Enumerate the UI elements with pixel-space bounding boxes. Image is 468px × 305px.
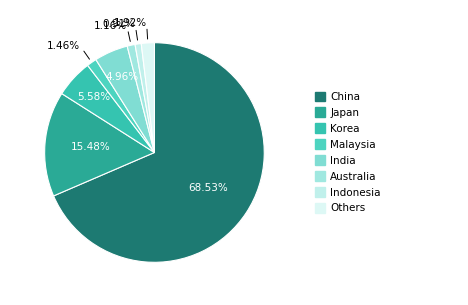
Text: 5.58%: 5.58%	[77, 92, 110, 102]
Text: 1.92%: 1.92%	[114, 18, 146, 28]
Wedge shape	[54, 43, 264, 262]
Wedge shape	[96, 46, 154, 152]
Text: 68.53%: 68.53%	[188, 182, 227, 192]
Legend: China, Japan, Korea, Malaysia, India, Australia, Indonesia, Others: China, Japan, Korea, Malaysia, India, Au…	[311, 87, 385, 218]
Text: 1.16%: 1.16%	[94, 21, 127, 31]
Wedge shape	[62, 65, 154, 152]
Text: 1.46%: 1.46%	[47, 41, 80, 51]
Wedge shape	[88, 59, 154, 152]
Wedge shape	[141, 43, 154, 152]
Wedge shape	[127, 45, 154, 152]
Text: 15.48%: 15.48%	[71, 142, 111, 152]
Wedge shape	[135, 44, 154, 152]
Text: 0.91%: 0.91%	[102, 20, 135, 29]
Wedge shape	[44, 94, 154, 196]
Text: 4.96%: 4.96%	[105, 72, 139, 82]
